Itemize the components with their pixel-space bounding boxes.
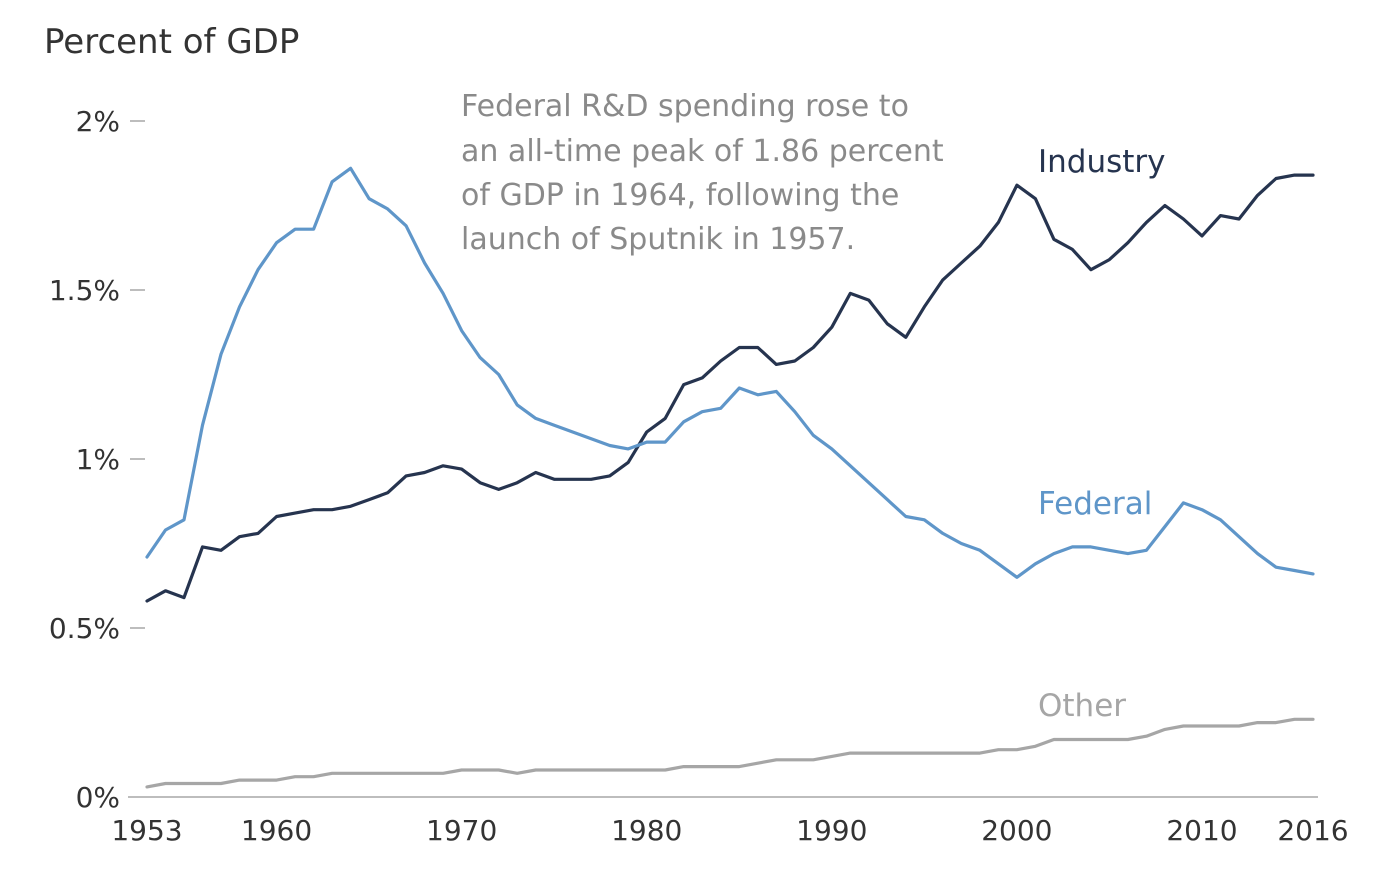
x-tick-label: 2000: [981, 814, 1052, 847]
y-axis-title: Percent of GDP: [44, 22, 299, 62]
x-tick-label: 1970: [426, 814, 497, 847]
x-tick-label: 1980: [611, 814, 682, 847]
peak-annotation: Federal R&D spending rose to an all-time…: [461, 89, 944, 257]
series-line-industry: [145, 173, 1315, 603]
x-tick-label: 2016: [1277, 814, 1348, 847]
x-axis: 1953 1960 1970 1980 1990 2000 2010 2016: [111, 796, 1349, 847]
annotation-line-1: Federal R&D spending rose to: [461, 89, 909, 124]
series-lines: [145, 166, 1315, 789]
series-line-other: [145, 717, 1315, 789]
series-label-industry: Industry: [1038, 144, 1166, 180]
annotation-line-4: launch of Sputnik in 1957.: [461, 222, 855, 257]
x-tick-label: 1960: [241, 814, 312, 847]
annotation-line-3: of GDP in 1964, following the: [461, 178, 899, 213]
x-tick-label: 2010: [1166, 814, 1237, 847]
series-label-federal: Federal: [1038, 486, 1152, 522]
y-tick-label: 0%: [76, 781, 120, 814]
x-tick-label: 1953: [111, 814, 182, 847]
y-tick-label: 1%: [76, 443, 120, 476]
x-tick-label: 1990: [796, 814, 867, 847]
y-tick-label: 2%: [76, 105, 120, 138]
y-tick-label: 1.5%: [49, 274, 120, 307]
y-tick-label: 0.5%: [49, 612, 120, 645]
series-line-federal: [145, 166, 1315, 579]
y-axis: 0% 0.5% 1% 1.5% 2%: [49, 105, 145, 814]
annotation-line-2: an all-time peak of 1.86 percent: [461, 134, 944, 169]
series-label-other: Other: [1038, 688, 1126, 724]
